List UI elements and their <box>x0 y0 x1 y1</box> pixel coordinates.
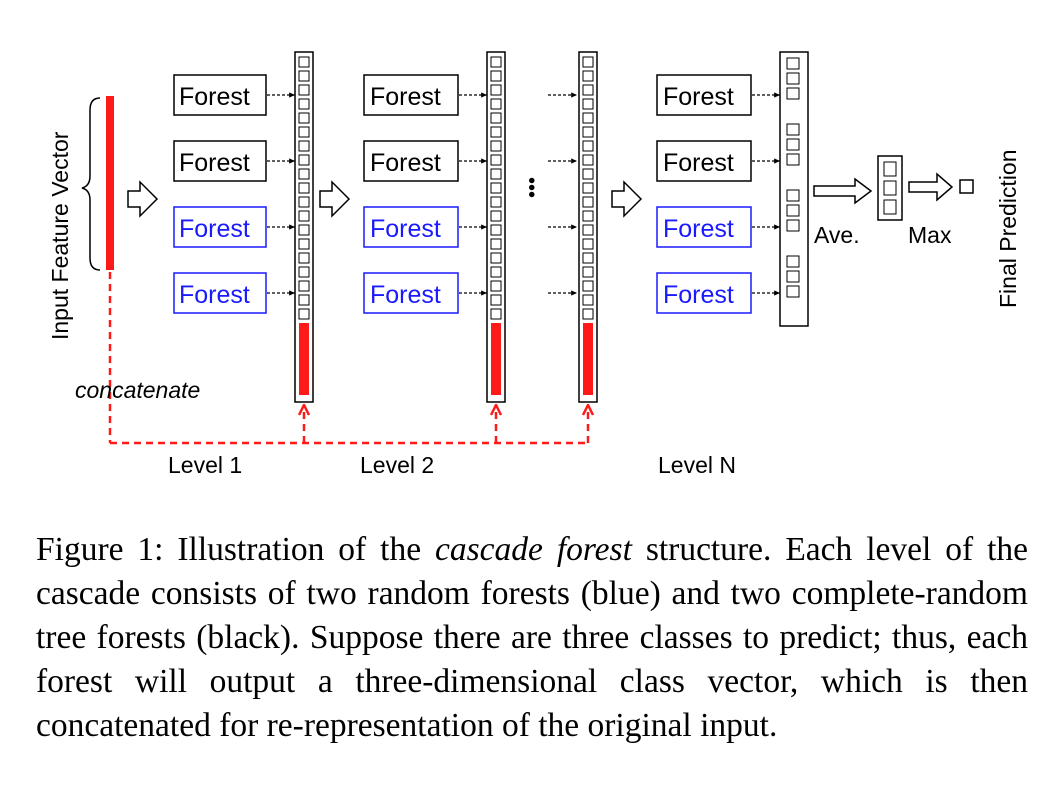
input-brace <box>81 97 101 271</box>
level-1-forests: Forest Forest Forest Forest <box>173 74 267 314</box>
forest-label: Forest <box>370 149 441 177</box>
final-prediction-box <box>959 179 974 194</box>
forest-label: Forest <box>663 215 734 243</box>
level-2-output-arrows <box>459 92 487 296</box>
level-2-concat-vector <box>486 51 506 403</box>
average-vector <box>877 155 903 221</box>
cascade-forest-diagram: Input Feature Vector concatenate Forest … <box>47 51 1021 478</box>
level-n-input-arrow <box>611 180 643 218</box>
concatenate-label: concatenate <box>75 377 200 403</box>
forest-label: Forest <box>179 149 250 177</box>
max-arrow <box>908 172 954 202</box>
level-1-concat-vector <box>294 51 314 403</box>
caption-prefix: Figure 1: Illustration of the <box>36 531 435 568</box>
max-label: Max <box>908 222 952 248</box>
forest-label: Forest <box>179 215 250 243</box>
ellipsis-dashed-arrows <box>548 92 577 296</box>
level-n-minus-1-concat-vector <box>578 51 598 403</box>
level-2-forests: Forest Forest Forest Forest <box>363 74 459 314</box>
forest-label: Forest <box>663 281 734 309</box>
input-feature-vector-bar <box>106 96 114 270</box>
level-2-label: Level 2 <box>360 452 434 478</box>
figure-caption: Figure 1: Illustration of the cascade fo… <box>36 528 1028 748</box>
caption-body: structure. Each level of the cascade con… <box>36 531 1028 744</box>
forest-label: Forest <box>663 83 734 111</box>
level-n-output-vector <box>779 51 809 327</box>
forest-label: Forest <box>179 281 250 309</box>
level-2-input-arrow <box>319 180 351 218</box>
average-arrow <box>813 177 873 205</box>
caption-emphasis: cascade forest <box>435 531 632 568</box>
level-n-output-arrows <box>752 92 780 296</box>
average-label: Ave. <box>814 222 860 248</box>
final-prediction-label: Final Prediction <box>995 149 1021 308</box>
level-n-forests: Forest Forest Forest Forest <box>656 74 752 314</box>
level-n-label: Level N <box>658 452 736 478</box>
level-1-output-arrows <box>267 92 295 296</box>
level-1-input-arrow <box>127 180 159 218</box>
ellipsis: ••• <box>520 177 542 198</box>
level-1-label: Level 1 <box>168 452 242 478</box>
forest-label: Forest <box>179 83 250 111</box>
forest-label: Forest <box>370 281 441 309</box>
forest-label: Forest <box>370 83 441 111</box>
forest-label: Forest <box>663 149 734 177</box>
input-feature-vector-label: Input Feature Vector <box>47 131 73 340</box>
forest-label: Forest <box>370 215 441 243</box>
